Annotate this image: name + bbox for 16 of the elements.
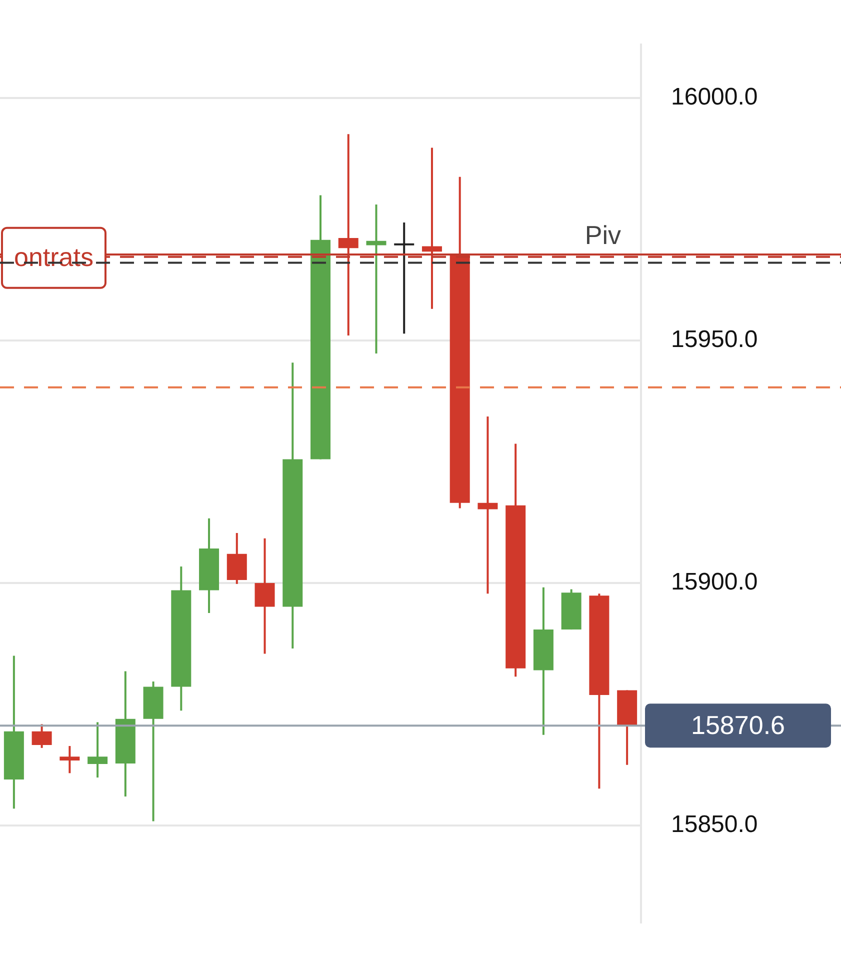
candlestick	[422, 146, 442, 310]
ref-line-label: ontrats	[14, 242, 94, 272]
candlestick	[366, 204, 386, 354]
y-tick-label: 15850.0	[671, 811, 758, 838]
y-tick-label: 16000.0	[671, 83, 758, 110]
ref-line-label: 15870.6	[691, 710, 785, 740]
y-tick-label: 15900.0	[671, 568, 758, 596]
ref-line-label: Piv	[584, 220, 621, 250]
candlestick	[338, 133, 358, 337]
candlestick	[88, 721, 108, 779]
candlestick	[478, 416, 498, 595]
y-tick-label: 15950.0	[671, 326, 758, 353]
candlestick	[254, 537, 275, 655]
candlestick	[32, 723, 52, 749]
candlestick	[394, 221, 414, 335]
candlestick	[60, 744, 80, 774]
